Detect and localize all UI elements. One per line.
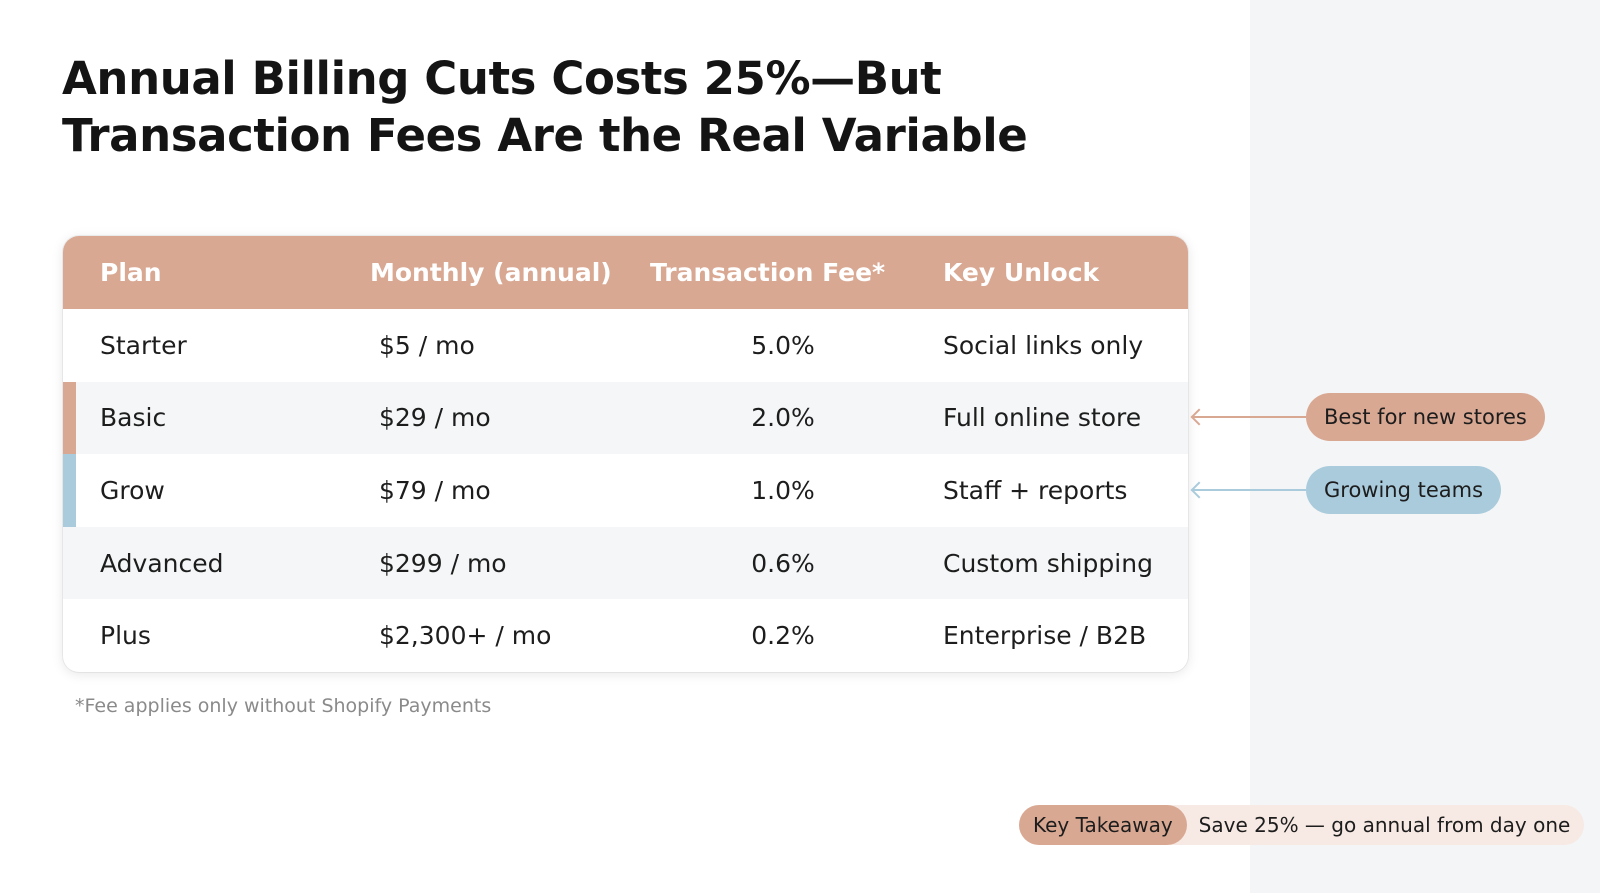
table-header: Plan Monthly (annual) Transaction Fee* K…	[63, 236, 1188, 309]
cell-monthly: $2,300+ / mo	[379, 621, 552, 651]
cell-plan: Plus	[100, 621, 151, 651]
cell-plan: Basic	[100, 403, 167, 433]
cell-unlock: Staff + reports	[943, 475, 1128, 505]
table-row-plus: Plus $2,300+ / mo 0.2% Enterprise / B2B	[63, 599, 1188, 672]
page-title: Annual Billing Cuts Costs 25%—But Transa…	[62, 50, 1062, 164]
cell-monthly: $299 / mo	[379, 548, 507, 578]
row-highlight-grow	[63, 454, 76, 527]
cell-fee: 2.0%	[751, 403, 815, 433]
arrow-left-icon	[1190, 408, 1208, 426]
cell-monthly: $5 / mo	[379, 330, 475, 360]
callout-connector-grow	[1192, 489, 1306, 491]
side-panel	[1250, 0, 1600, 893]
key-takeaway: Key Takeaway Save 25% — go annual from d…	[1019, 805, 1585, 845]
cell-plan: Grow	[100, 475, 165, 505]
callout-basic: Best for new stores	[1306, 393, 1545, 441]
takeaway-label: Key Takeaway	[1019, 805, 1187, 845]
header-transaction-fee: Transaction Fee*	[650, 258, 886, 287]
table-row-advanced: Advanced $299 / mo 0.6% Custom shipping	[63, 526, 1188, 600]
cell-monthly: $79 / mo	[379, 475, 491, 505]
takeaway-text: Save 25% — go annual from day one	[1198, 813, 1571, 837]
cell-plan: Advanced	[100, 548, 224, 578]
cell-unlock: Custom shipping	[943, 548, 1153, 578]
cell-monthly: $29 / mo	[379, 403, 491, 433]
table-row-basic: Basic $29 / mo 2.0% Full online store	[63, 381, 1188, 455]
row-highlight-basic	[63, 381, 76, 455]
header-monthly: Monthly (annual)	[370, 258, 612, 287]
footnote: *Fee applies only without Shopify Paymen…	[75, 695, 492, 717]
pricing-table: Plan Monthly (annual) Transaction Fee* K…	[63, 236, 1188, 672]
cell-fee: 1.0%	[751, 475, 815, 505]
title-line-1: Annual Billing Cuts Costs 25%—But	[62, 52, 942, 105]
cell-plan: Starter	[100, 330, 187, 360]
header-plan: Plan	[100, 258, 162, 287]
cell-fee: 5.0%	[751, 330, 815, 360]
cell-unlock: Enterprise / B2B	[943, 621, 1147, 651]
cell-unlock: Social links only	[943, 330, 1144, 360]
table-row-grow: Grow $79 / mo 1.0% Staff + reports	[63, 454, 1188, 527]
table-row-starter: Starter $5 / mo 5.0% Social links only	[63, 309, 1188, 382]
cell-fee: 0.6%	[751, 548, 815, 578]
callout-connector-basic	[1192, 416, 1306, 418]
cell-unlock: Full online store	[943, 403, 1142, 433]
cell-fee: 0.2%	[751, 621, 815, 651]
title-line-2: Transaction Fees Are the Real Variable	[62, 109, 1028, 162]
callout-grow: Growing teams	[1306, 466, 1502, 514]
arrow-left-icon	[1190, 481, 1208, 499]
header-key-unlock: Key Unlock	[943, 258, 1100, 287]
